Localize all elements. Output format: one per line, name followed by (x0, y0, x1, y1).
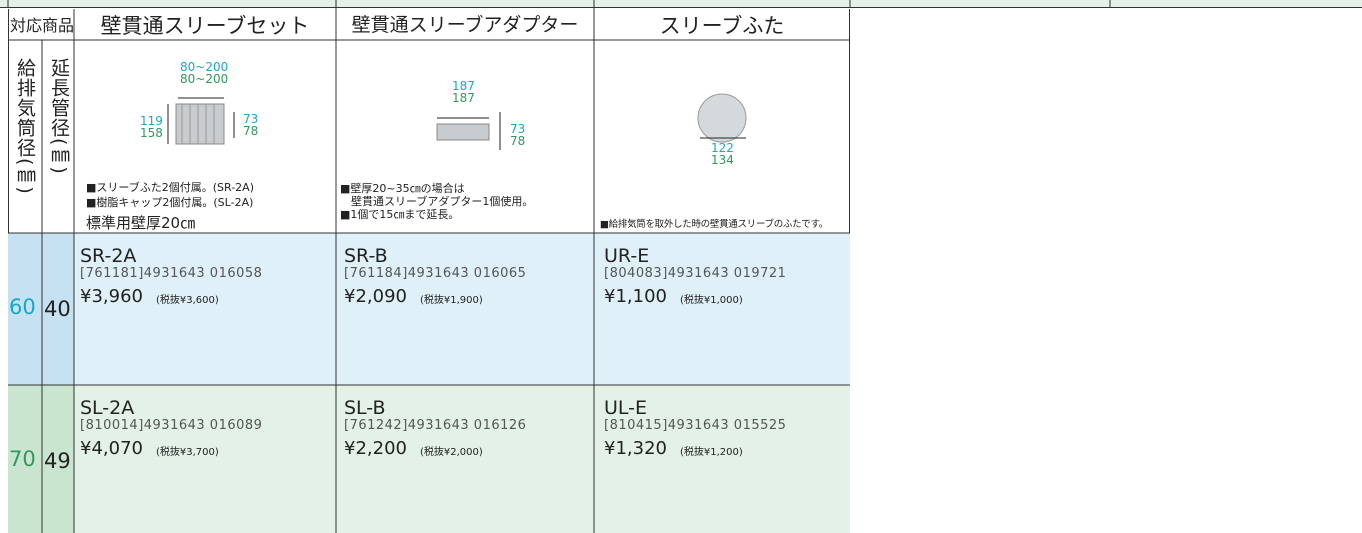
tax-excluded: (税抜¥2,000) (420, 447, 483, 458)
tax-excluded: (税抜¥3,600) (156, 295, 219, 306)
extension: 49 (44, 449, 71, 473)
jan: [810415]4931643 015525 (604, 418, 787, 433)
dim: 78 (243, 124, 259, 138)
note: ■スリーブふた2個付属。(SR-2A) (86, 181, 254, 194)
code: UL-E (604, 397, 648, 419)
extension: 40 (44, 297, 71, 321)
column-header: 壁貫通スリーブアダプター (351, 14, 579, 36)
price: ¥1,320 (604, 438, 667, 459)
note: ■1個で15㎝まで延長。 (340, 208, 460, 221)
price: ¥1,100 (604, 286, 667, 307)
note: 壁貫通スリーブアダプター1個使用。 (340, 195, 534, 208)
corner: 対応商品 (10, 16, 75, 35)
note: ■給排気筒を取外した時の壁貫通スリーブのふたです。 (600, 219, 828, 230)
row-60-key (8, 233, 74, 385)
tax-excluded: (税抜¥1,900) (420, 295, 483, 306)
price: ¥3,960 (80, 286, 143, 307)
dim: 122 (711, 141, 734, 155)
column-header: スリーブふた (659, 14, 785, 38)
dim: 187 (452, 91, 475, 105)
column-header: 壁貫通スリーブセット (100, 14, 310, 38)
side-label: 延長管径(㎜) (48, 58, 70, 175)
code: UR-E (604, 245, 650, 267)
dim: 73 (510, 122, 526, 136)
dim: 80~200 (180, 60, 229, 74)
diameter: 70 (9, 447, 36, 471)
jan: [761181]4931643 016058 (80, 266, 263, 281)
sleeve-drawing (167, 97, 235, 145)
row-70 (8, 385, 850, 533)
tax-excluded: (税抜¥3,700) (156, 447, 219, 458)
dim: 80~200 (180, 72, 229, 86)
code: SL-B (344, 397, 386, 419)
jan: [761184]4931643 016065 (344, 266, 527, 281)
dim: 73 (243, 112, 259, 126)
side-label: 給排気筒径(㎜) (14, 58, 36, 195)
note: 標準用壁厚20㎝ (86, 214, 196, 232)
dim: 158 (140, 126, 163, 140)
dim: 119 (140, 114, 163, 128)
tax-excluded: (税抜¥1,200) (680, 447, 743, 458)
price: ¥2,090 (344, 286, 407, 307)
jan: [761242]4931643 016126 (344, 418, 527, 433)
code: SL-2A (80, 397, 135, 419)
note: ■樹脂キャップ2個付属。(SL-2A) (86, 196, 254, 209)
jan: [810014]4931643 016089 (80, 418, 263, 433)
row-60 (8, 233, 850, 385)
jan: [804083]4931643 019721 (604, 266, 787, 281)
price: ¥2,200 (344, 438, 407, 459)
dim: 134 (711, 153, 734, 167)
tax-excluded: (税抜¥1,000) (680, 295, 743, 306)
diameter: 60 (9, 295, 36, 319)
cap-drawing (697, 93, 747, 143)
row-70-key (8, 385, 74, 533)
adapter-drawing (436, 112, 501, 150)
top-strip (0, 0, 1362, 8)
price: ¥4,070 (80, 438, 143, 459)
code: SR-B (344, 245, 388, 267)
dim: 187 (452, 79, 475, 93)
note: ■壁厚20~35㎝の場合は (340, 182, 465, 195)
code: SR-2A (80, 245, 137, 267)
dim: 78 (510, 134, 526, 148)
